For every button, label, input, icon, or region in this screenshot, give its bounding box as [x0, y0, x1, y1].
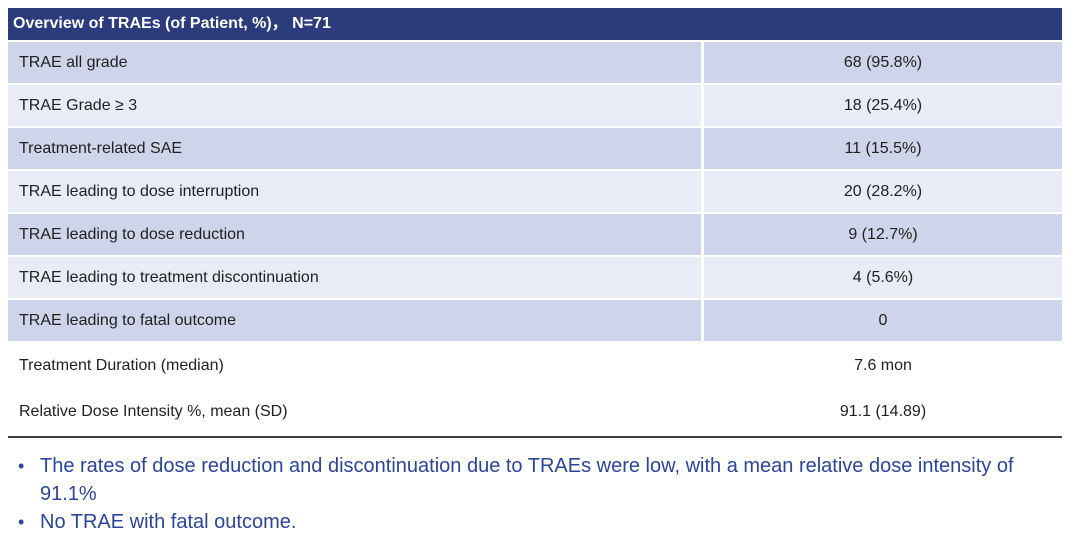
table-row-summary: Relative Dose Intensity %, mean (SD) 91.…	[8, 389, 1062, 435]
row-label: TRAE leading to dose reduction	[8, 214, 701, 255]
bullet-list: • The rates of dose reduction and discon…	[8, 452, 1062, 536]
table-row: TRAE leading to dose interruption 20 (28…	[8, 171, 1062, 212]
row-label: TRAE leading to dose interruption	[8, 171, 701, 212]
bullet-text: The rates of dose reduction and disconti…	[40, 455, 1014, 505]
row-label: Treatment-related SAE	[8, 128, 701, 169]
table-row-summary: Treatment Duration (median) 7.6 mon	[8, 343, 1062, 389]
bullet-dot-icon: •	[18, 456, 25, 476]
table-row: TRAE leading to dose reduction 9 (12.7%)	[8, 214, 1062, 255]
bullet-item: • No TRAE with fatal outcome.	[8, 508, 1062, 536]
row-label: TRAE all grade	[8, 42, 701, 83]
row-label: TRAE Grade ≥ 3	[8, 85, 701, 126]
trae-overview-slide: Overview of TRAEs (of Patient, %)， N=71 …	[8, 8, 1062, 536]
row-value: 9 (12.7%)	[704, 214, 1062, 255]
table-row: TRAE leading to treatment discontinuatio…	[8, 257, 1062, 298]
row-label: Relative Dose Intensity %, mean (SD)	[8, 389, 701, 435]
row-value: 7.6 mon	[704, 343, 1062, 389]
row-label: TRAE leading to treatment discontinuatio…	[8, 257, 701, 298]
row-value: 68 (95.8%)	[704, 42, 1062, 83]
table-row: TRAE leading to fatal outcome 0	[8, 300, 1062, 341]
row-value: 91.1 (14.89)	[704, 389, 1062, 435]
row-value: 4 (5.6%)	[704, 257, 1062, 298]
row-value: 11 (15.5%)	[704, 128, 1062, 169]
bullet-item: • The rates of dose reduction and discon…	[8, 452, 1062, 508]
table-row: TRAE all grade 68 (95.8%)	[8, 42, 1062, 83]
divider-line	[8, 436, 1062, 438]
row-value: 20 (28.2%)	[704, 171, 1062, 212]
table-row: Treatment-related SAE 11 (15.5%)	[8, 128, 1062, 169]
table-row: TRAE Grade ≥ 3 18 (25.4%)	[8, 85, 1062, 126]
row-label: TRAE leading to fatal outcome	[8, 300, 701, 341]
row-value: 0	[704, 300, 1062, 341]
bullet-text: No TRAE with fatal outcome.	[40, 511, 297, 533]
bullet-dot-icon: •	[18, 512, 25, 532]
table-header: Overview of TRAEs (of Patient, %)， N=71	[8, 8, 1062, 40]
row-value: 18 (25.4%)	[704, 85, 1062, 126]
table-title: Overview of TRAEs (of Patient, %)， N=71	[13, 15, 331, 32]
row-label: Treatment Duration (median)	[8, 343, 701, 389]
